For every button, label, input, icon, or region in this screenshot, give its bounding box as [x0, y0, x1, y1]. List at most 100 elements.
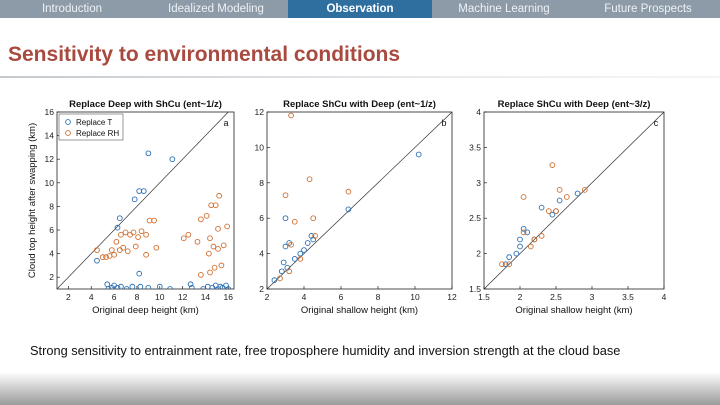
data-point [131, 196, 138, 203]
data-point [527, 243, 534, 250]
data-point [282, 215, 289, 222]
data-point [545, 208, 552, 214]
nav-tab-introduction[interactable]: Introduction [41, 3, 103, 15]
data-point [282, 243, 289, 250]
series-2 [277, 112, 352, 282]
data-point [124, 248, 131, 255]
legend-marker [65, 119, 71, 125]
data-point [538, 204, 545, 211]
data-point [520, 229, 527, 236]
data-point [297, 256, 304, 262]
legend-entry: Replace T [76, 118, 112, 127]
data-point [156, 283, 163, 289]
nav-tab-observation[interactable]: Observation [288, 0, 432, 18]
data-point [207, 269, 213, 276]
data-point [123, 286, 130, 289]
data-point [345, 188, 352, 195]
nav-tab-idealized-modeling[interactable]: Idealized Modeling [168, 3, 264, 15]
data-point [135, 234, 141, 240]
data-point [277, 275, 283, 282]
y-tick-label: 8 [49, 201, 54, 211]
data-point [506, 254, 513, 260]
x-tick-label: 10 [155, 292, 165, 302]
data-point [94, 257, 100, 264]
identity-line [484, 112, 664, 289]
data-point [118, 283, 124, 289]
y-axis-label: Cloud top height after swapping (km) [27, 123, 38, 278]
data-point [167, 286, 173, 289]
data-point [291, 256, 298, 262]
x-tick-label: 2 [518, 292, 523, 302]
data-point [297, 250, 304, 257]
data-point [108, 247, 115, 253]
data-point [415, 151, 422, 158]
data-point [140, 188, 147, 194]
slide-caption: Strong sensitivity to entrainment rate, … [30, 343, 621, 358]
x-tick-label: 14 [201, 292, 211, 302]
data-point [306, 176, 313, 183]
chart-panel-1: 2 4 6 8 10 12 14 16 2 4 6 8 10 12 14 16 Replace Deep wit… [27, 99, 235, 316]
x-tick-label: 8 [135, 292, 140, 302]
x-tick-label: 8 [376, 292, 381, 302]
data-point [224, 223, 230, 230]
data-point [200, 286, 207, 289]
data-point [105, 286, 112, 289]
panel-label: a [223, 118, 228, 128]
data-point [129, 283, 136, 289]
y-tick-label: 10 [255, 142, 265, 152]
y-tick-label: 4 [476, 107, 481, 117]
data-point [113, 238, 120, 245]
chart-title: Replace ShCu with Deep (ent~3/z) [498, 99, 651, 110]
data-point [225, 286, 232, 289]
data-point [520, 194, 527, 200]
data-point [185, 231, 192, 238]
data-point [169, 156, 176, 163]
data-point [151, 217, 157, 224]
chart-title: Replace Deep with ShCu (ent~1/z) [69, 99, 222, 110]
data-point [94, 247, 100, 253]
data-point [345, 206, 352, 213]
data-point [549, 162, 556, 168]
x-axis-label: Original shallow height (km) [515, 305, 632, 316]
data-point [215, 246, 221, 252]
chart-panel-2: 2 4 6 8 10 12 2 4 6 8 10 12 Replace ShCu with Deep (… [255, 99, 457, 316]
nav-tab-machine-learning[interactable]: Machine Learning [458, 3, 550, 15]
data-point [215, 225, 221, 232]
data-point [188, 284, 195, 289]
data-point [194, 238, 201, 245]
x-tick-label: 4 [89, 292, 94, 302]
data-point [513, 250, 520, 257]
legend-box [58, 113, 124, 141]
x-tick-label: 6 [112, 292, 117, 302]
x-tick-label: 4 [662, 292, 667, 302]
data-point [282, 192, 289, 199]
chart-title: Replace ShCu with Deep (ent~1/z) [283, 99, 436, 110]
data-point [118, 231, 124, 238]
data-point [502, 261, 509, 268]
x-tick-label: 1.5 [478, 292, 490, 302]
data-point [271, 277, 278, 284]
data-point [210, 243, 217, 250]
data-point [145, 284, 152, 289]
series-1 [94, 150, 232, 289]
y-tick-label: 12 [45, 154, 55, 164]
data-point [111, 251, 117, 258]
y-tick-label: 16 [45, 107, 55, 117]
x-tick-label: 10 [410, 292, 420, 302]
data-point [136, 270, 143, 277]
y-tick-label: 2 [476, 249, 481, 259]
y-tick-label: 6 [259, 213, 264, 223]
data-point [143, 251, 149, 258]
data-point [520, 225, 527, 232]
data-point [220, 242, 227, 249]
data-point [556, 197, 563, 204]
data-point [130, 229, 137, 236]
data-point [549, 211, 556, 218]
data-point [217, 283, 224, 289]
legend-entry: Replace RH [76, 129, 119, 138]
nav-tab-future-prospects[interactable]: Future Prospects [604, 3, 692, 15]
data-point [288, 241, 294, 248]
series-2 [499, 162, 588, 268]
y-tick-label: 8 [259, 178, 264, 188]
data-point [103, 254, 109, 260]
